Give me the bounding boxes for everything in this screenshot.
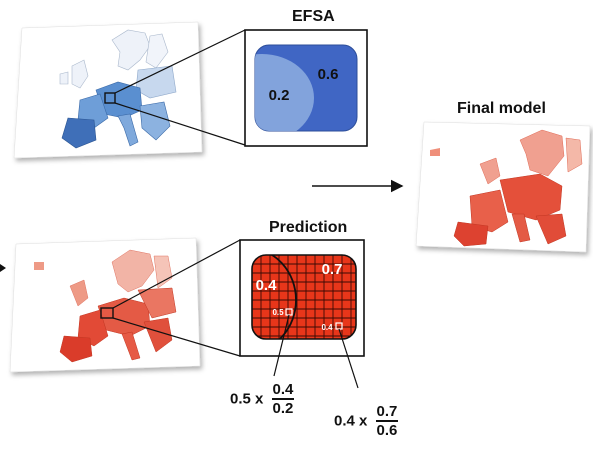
formula-right-numerator: 0.7 (375, 403, 399, 422)
prediction-right-value: 0.7 (322, 261, 343, 278)
incoming-arrow (0, 264, 6, 272)
efsa-zoom-marker (104, 92, 116, 104)
prediction-zoom-box: 0.4 0.7 0.5 0.4 (239, 239, 365, 357)
efsa-map-card (13, 21, 203, 159)
efsa-europe-map (59, 29, 177, 149)
efsa-inner-value: 0.2 (269, 87, 290, 104)
sample-right-value: 0.4 (321, 323, 333, 332)
final-model-map-card (415, 121, 591, 253)
prediction-boundary (252, 255, 297, 339)
efsa-region-inner (255, 54, 314, 131)
prediction-zoom-marker (100, 307, 114, 319)
formula-left: 0.5 x 0.4 0.2 (230, 381, 295, 417)
formula-right-denominator: 0.6 (376, 422, 398, 439)
efsa-outer-value: 0.6 (318, 66, 339, 83)
formula-left-denominator: 0.2 (272, 400, 294, 417)
formula-left-factor: 0.5 x (230, 390, 264, 408)
efsa-zoom-box: 0.6 0.2 (244, 29, 368, 147)
prediction-grid (252, 255, 356, 339)
prediction-title: Prediction (269, 219, 348, 236)
formula-right: 0.4 x 0.7 0.6 (334, 403, 399, 439)
prediction-europe-map (34, 249, 177, 363)
prediction-left-value: 0.4 (256, 277, 278, 294)
final-model-europe-map (430, 129, 583, 247)
efsa-title: EFSA (292, 8, 335, 25)
formula-left-numerator: 0.4 (271, 381, 295, 400)
formula-right-factor: 0.4 x (334, 412, 368, 430)
sample-left-value: 0.5 (272, 308, 284, 317)
final-model-title: Final model (457, 100, 546, 117)
prediction-map-card (9, 237, 201, 373)
